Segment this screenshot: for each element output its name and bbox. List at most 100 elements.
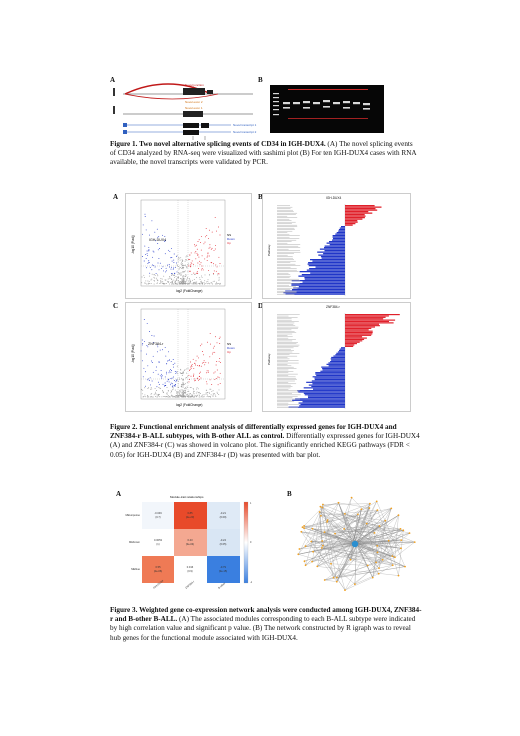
volcano-point <box>211 283 213 285</box>
sashimi-plot: Novel junction Novel exon 2 Novel exon 1… <box>113 80 258 140</box>
volcano-point <box>160 281 162 283</box>
pathway-bar <box>302 401 345 403</box>
network-node <box>375 500 378 503</box>
network-node <box>376 545 379 547</box>
pathway-bar <box>335 354 345 356</box>
svg-text:Pathway: Pathway <box>267 353 271 365</box>
volcano-point <box>169 250 171 252</box>
volcano-point <box>182 389 184 391</box>
pathway-label-line <box>277 329 292 331</box>
volcano-point <box>141 276 143 278</box>
volcano-point <box>173 366 174 368</box>
volcano-point <box>187 283 188 285</box>
volcano-point <box>200 242 202 244</box>
network-edge <box>322 502 339 508</box>
volcano-point <box>154 231 156 233</box>
volcano-point <box>187 395 189 397</box>
pathway-label-line <box>277 395 298 397</box>
svg-text:1: 1 <box>250 502 252 505</box>
volcano-point <box>159 262 161 264</box>
volcano-point <box>171 260 173 262</box>
network-edge <box>320 509 378 516</box>
network-node <box>303 525 305 527</box>
pathway-bar <box>328 365 345 367</box>
network-node <box>354 583 356 586</box>
network-edge <box>394 515 399 558</box>
pathway-bar <box>338 230 345 232</box>
volcano-point <box>167 281 169 283</box>
pathway-label-line <box>277 239 297 241</box>
volcano-point <box>201 269 202 271</box>
volcano-point <box>186 266 188 268</box>
network-edge <box>317 547 323 567</box>
network-node <box>300 530 303 533</box>
pathway-bar <box>324 247 345 249</box>
network-node <box>322 544 324 547</box>
pathway-bar <box>345 337 367 339</box>
pathway-label-line <box>277 269 297 271</box>
network-edge <box>330 563 368 566</box>
volcano-point <box>180 396 182 398</box>
pathway-bar <box>322 367 345 370</box>
volcano-point <box>211 353 213 355</box>
fig1-panel-a-label: A <box>110 76 116 84</box>
volcano-point <box>196 244 198 246</box>
volcano-point <box>170 368 172 370</box>
fig3-panel-a-label: A <box>116 490 122 498</box>
volcano-point <box>161 396 163 398</box>
volcano-point <box>170 278 172 280</box>
pathway-label-line <box>277 344 300 346</box>
volcano-point <box>159 361 161 363</box>
volcano-point <box>212 347 214 349</box>
volcano-point <box>194 283 196 285</box>
svg-text:log2 (FoldChange): log2 (FoldChange) <box>176 403 202 407</box>
network-edge <box>352 515 399 544</box>
volcano-point <box>214 393 216 395</box>
volcano-point <box>168 381 170 383</box>
pathway-label-line <box>277 226 298 227</box>
network-edge <box>317 543 358 567</box>
volcano-point <box>186 377 188 379</box>
pathway-bar <box>345 319 396 321</box>
volcano-point <box>160 388 162 390</box>
pathway-bar <box>332 239 345 241</box>
network-edge <box>356 543 379 574</box>
volcano-point <box>153 265 155 266</box>
volcano-point <box>194 274 195 276</box>
volcano-point <box>215 396 217 397</box>
volcano-point <box>144 282 146 284</box>
pathway-label-line <box>277 319 292 321</box>
network-node <box>321 506 324 509</box>
volcano-point <box>155 277 157 279</box>
pathway-bar <box>341 347 345 349</box>
volcano-point <box>201 268 203 270</box>
network-node <box>330 562 332 565</box>
volcano-point <box>141 360 143 362</box>
volcano-point <box>216 369 218 371</box>
pathway-label-line <box>277 215 288 217</box>
volcano-point <box>207 370 209 372</box>
svg-text:-log10 (P.adj): -log10 (P.adj) <box>131 344 135 363</box>
volcano-point <box>153 274 155 276</box>
pathway-bar <box>314 378 345 381</box>
pathway-bar <box>345 206 382 208</box>
pathway-label-line <box>277 242 288 244</box>
volcano-point <box>151 362 153 363</box>
volcano-point <box>178 396 180 398</box>
volcano-point <box>218 360 220 362</box>
volcano-point <box>191 263 193 265</box>
pathway-label-line <box>277 262 291 263</box>
volcano-point <box>187 280 189 282</box>
pathway-label-line <box>277 355 298 357</box>
volcano-point <box>158 235 160 237</box>
volcano-point <box>180 257 182 259</box>
volcano-point <box>196 281 198 283</box>
pathway-bar <box>308 396 345 399</box>
volcano-point <box>152 371 154 373</box>
network-node <box>304 564 307 567</box>
volcano-point <box>157 381 159 383</box>
volcano-point <box>199 372 201 374</box>
volcano-point <box>156 396 158 398</box>
volcano-point <box>144 394 146 396</box>
volcano-point <box>178 391 180 393</box>
